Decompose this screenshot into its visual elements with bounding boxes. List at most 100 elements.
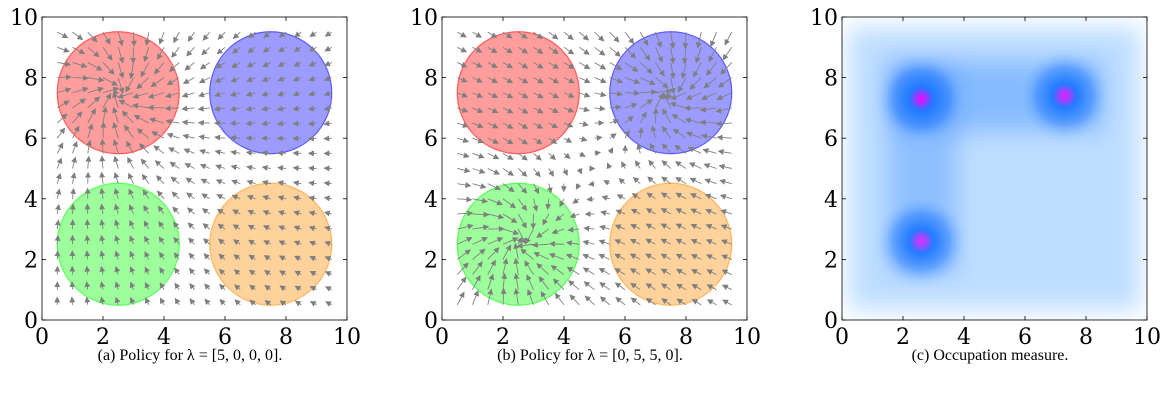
- field-arrow: [548, 92, 560, 98]
- field-arrow: [624, 62, 639, 72]
- field-arrow: [132, 103, 149, 109]
- field-arrow: [719, 193, 732, 200]
- field-arrow: [502, 122, 514, 129]
- field-arrow: [216, 208, 226, 215]
- field-arrow: [246, 61, 256, 68]
- field-arrow: [629, 268, 641, 275]
- field-arrow: [129, 266, 136, 275]
- x-tick-label: 8: [1079, 325, 1093, 350]
- field-arrow: [323, 210, 332, 217]
- field-arrow: [294, 300, 302, 307]
- field-arrow: [308, 180, 317, 187]
- field-arrow: [629, 239, 641, 245]
- field-arrow: [518, 107, 529, 114]
- field-arrow: [669, 62, 676, 80]
- field-arrow: [575, 183, 582, 190]
- field-arrow: [655, 88, 673, 95]
- field-arrow: [165, 118, 180, 125]
- field-arrow: [487, 213, 505, 220]
- field-arrow: [324, 271, 332, 277]
- field-arrow: [624, 46, 637, 59]
- field-arrow: [129, 219, 135, 230]
- field-arrow: [158, 220, 165, 230]
- field-arrow: [457, 122, 469, 128]
- field-arrow: [308, 46, 317, 52]
- field-arrow: [672, 128, 687, 139]
- field-arrow: [614, 224, 626, 230]
- field-arrow: [655, 62, 665, 77]
- field-arrow: [278, 240, 287, 246]
- field-arrow: [87, 108, 96, 124]
- field-arrow: [261, 179, 271, 186]
- field-arrow: [261, 150, 271, 157]
- x-tick-label: 4: [157, 325, 171, 350]
- field-arrow: [705, 239, 717, 245]
- field-arrow: [569, 294, 580, 306]
- density-peak: [1016, 47, 1113, 144]
- field-arrow: [502, 183, 515, 193]
- field-arrow: [229, 134, 241, 141]
- field-arrow: [502, 237, 519, 245]
- field-arrow: [117, 77, 125, 94]
- field-arrow: [502, 77, 514, 84]
- field-arrow: [233, 269, 241, 276]
- field-arrow: [655, 92, 664, 109]
- field-arrow: [645, 268, 656, 275]
- field-arrow: [548, 137, 558, 144]
- field-arrow: [99, 281, 106, 290]
- field-arrow: [232, 209, 241, 216]
- field-arrow: [614, 282, 626, 291]
- field-arrow: [323, 90, 332, 97]
- field-arrow: [262, 210, 271, 216]
- field-arrow: [292, 90, 302, 97]
- field-arrow: [594, 91, 607, 98]
- field-arrow: [56, 113, 68, 124]
- field-arrow: [513, 242, 520, 260]
- field-arrow: [594, 46, 606, 56]
- field-arrow: [669, 32, 676, 49]
- field-arrow: [278, 31, 287, 38]
- field-arrow: [123, 124, 134, 139]
- field-arrow: [487, 237, 504, 245]
- field-arrow: [533, 31, 544, 40]
- field-arrow: [533, 153, 542, 161]
- field-arrow: [518, 92, 529, 99]
- plot-frame: [441, 16, 748, 321]
- y-tick-label: 2: [24, 248, 38, 273]
- field-arrow: [565, 253, 580, 260]
- field-arrow: [277, 195, 287, 201]
- field-arrow: [158, 31, 165, 45]
- field-arrow: [565, 240, 580, 247]
- field-arrow: [99, 296, 106, 305]
- y-tick-label: 8: [824, 67, 838, 92]
- field-arrow: [214, 91, 226, 98]
- field-arrow: [563, 137, 573, 143]
- field-arrow: [215, 62, 226, 69]
- field-arrow: [472, 92, 484, 98]
- field-arrow: [533, 46, 544, 54]
- field-arrow: [182, 77, 195, 84]
- field-arrow: [99, 265, 106, 275]
- field-arrow: [579, 62, 591, 70]
- field-arrow: [114, 265, 121, 275]
- field-arrow: [198, 148, 210, 155]
- field-arrow: [699, 106, 717, 113]
- field-arrow: [578, 31, 590, 41]
- field-arrow: [630, 224, 641, 230]
- field-arrow: [609, 133, 617, 140]
- field-arrow: [680, 62, 687, 80]
- field-arrow: [279, 270, 287, 277]
- field-arrow: [140, 62, 150, 78]
- field-arrow: [637, 126, 644, 139]
- field-arrow: [309, 286, 317, 292]
- field-arrow: [56, 142, 64, 154]
- field-arrow: [234, 284, 241, 291]
- field-arrow: [215, 179, 226, 185]
- field-arrow: [114, 219, 120, 230]
- field-arrow: [129, 296, 136, 306]
- field-arrow: [233, 239, 241, 246]
- field-arrow: [548, 77, 560, 84]
- field-arrow: [309, 255, 317, 262]
- y-tick-label: 10: [410, 6, 438, 31]
- field-arrow: [263, 240, 271, 246]
